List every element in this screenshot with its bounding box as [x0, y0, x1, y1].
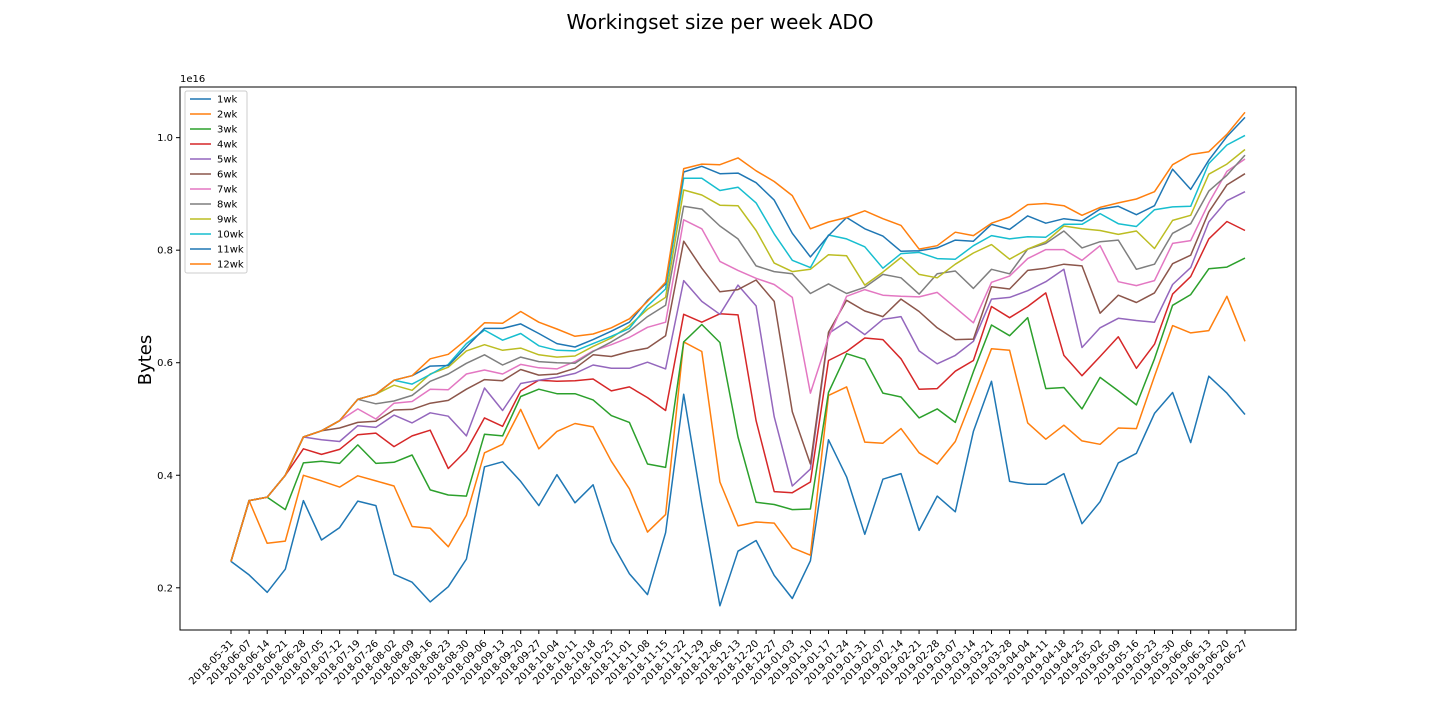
legend-frame [184, 90, 248, 274]
y-tick-label: 1.0 [157, 133, 173, 144]
legend-label-11wk: 11wk [217, 245, 244, 256]
legend: 1wk 2wk 3wk 4wk 5wk 6wk 7wk 8wk 9wk 10wk 11wk 12wk [184, 90, 248, 274]
series-line-3wk [230, 257, 1246, 562]
series-line-7wk [230, 158, 1246, 562]
legend-label-10wk: 10wk [217, 230, 244, 241]
series-line-1wk [230, 375, 1246, 607]
series-line-10wk [230, 134, 1246, 562]
series-line-2wk [230, 295, 1246, 562]
legend-label-2wk: 2wk [217, 110, 238, 121]
series-line-5wk [230, 191, 1246, 562]
legend-label-6wk: 6wk [217, 170, 238, 181]
legend-label-4wk: 4wk [217, 140, 238, 151]
legend-label-9wk: 9wk [217, 215, 238, 226]
series-line-11wk [230, 116, 1246, 562]
y-tick-label: 0.2 [157, 583, 173, 594]
x-axis: 2018-05-312018-06-072018-06-142018-06-21… [187, 630, 1250, 687]
y-axis-label: Bytes [135, 335, 156, 386]
chart-title: Workingset size per week ADO [567, 10, 874, 34]
legend-label-7wk: 7wk [217, 185, 238, 196]
legend-label-12wk: 12wk [217, 260, 244, 271]
legend-label-8wk: 8wk [217, 200, 238, 211]
series-line-9wk [230, 148, 1246, 562]
y-axis: 0.2 0.4 0.6 0.8 1.0 [157, 133, 180, 594]
series-lines [230, 111, 1246, 607]
plot-area-frame [179, 86, 1297, 631]
y-axis-offset-label: 1e16 [180, 74, 205, 85]
y-tick-label: 0.4 [157, 471, 173, 482]
legend-label-1wk: 1wk [217, 95, 238, 106]
series-line-6wk [230, 173, 1246, 562]
y-tick-label: 0.8 [157, 246, 173, 257]
series-line-8wk [230, 154, 1246, 562]
legend-items: 1wk 2wk 3wk 4wk 5wk 6wk 7wk 8wk 9wk 10wk 11wk 12wk [190, 95, 244, 271]
series-line-12wk [230, 111, 1246, 562]
y-tick-label: 0.6 [157, 358, 173, 369]
series-line-4wk [230, 220, 1246, 562]
legend-label-3wk: 3wk [217, 125, 238, 136]
legend-label-5wk: 5wk [217, 155, 238, 166]
